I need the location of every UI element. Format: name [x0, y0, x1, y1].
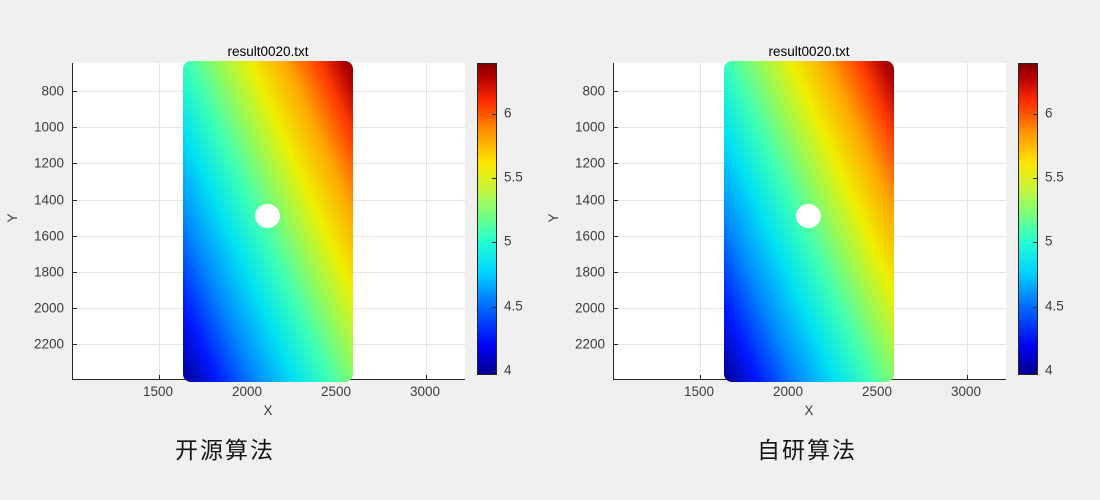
y-tick-label: 1600 — [33, 228, 64, 244]
colorbar-tick — [492, 371, 496, 372]
x-tick-label: 2000 — [231, 384, 263, 399]
figure-caption: 开源算法 — [175, 437, 275, 463]
colorbar-tick-label: 4.5 — [504, 298, 523, 314]
colorbar — [1018, 63, 1038, 375]
y-axis-tick — [73, 200, 77, 201]
y-tick-label: 2000 — [33, 300, 64, 316]
colorbar-tick-label: 5 — [1045, 233, 1053, 249]
gridline-vertical — [700, 63, 701, 379]
y-axis-tick — [614, 272, 618, 273]
x-tick-label: 1500 — [683, 384, 715, 399]
colorbar-tick — [1033, 178, 1037, 179]
x-axis-tick — [426, 375, 427, 379]
y-axis-tick — [73, 163, 77, 164]
plot-title: result0020.txt — [227, 44, 309, 59]
y-tick-label: 1800 — [574, 264, 605, 280]
colorbar-tick-label: 5 — [504, 233, 512, 249]
colorbar-tick-label: 5.5 — [1045, 169, 1064, 185]
x-tick-label: 3000 — [409, 384, 441, 399]
gridline-vertical — [426, 63, 427, 379]
x-tick-label: 3000 — [950, 384, 982, 399]
y-tick-label: 1600 — [574, 228, 605, 244]
colorbar-tick-label: 6 — [504, 105, 512, 121]
y-tick-label: 1200 — [33, 155, 64, 171]
y-tick-label: 1800 — [33, 264, 64, 280]
y-axis-label: Y — [5, 213, 21, 223]
x-tick-label: 1500 — [142, 384, 174, 399]
y-tick-label: 1400 — [33, 192, 64, 208]
y-axis-tick — [614, 236, 618, 237]
x-tick-label: 2500 — [861, 384, 893, 399]
colorbar-tick-label: 5.5 — [504, 169, 523, 185]
y-tick-label: 2200 — [574, 336, 605, 352]
colorbar — [477, 63, 497, 375]
y-tick-label: 2000 — [574, 300, 605, 316]
colorbar-tick — [492, 307, 496, 308]
y-tick-label: 1000 — [574, 119, 605, 135]
figure-open-source: result0020.txt — [5, 44, 523, 463]
y-axis-tick — [73, 91, 77, 92]
figure-self-developed: result0020.txt — [541, 0, 1100, 500]
gridline-vertical — [159, 63, 160, 379]
plot-title: result0020.txt — [768, 44, 850, 59]
colorbar-tick-label: 4.5 — [1045, 298, 1064, 314]
y-tick-label: 1200 — [574, 155, 605, 171]
y-tick-label: 1400 — [574, 192, 605, 208]
x-tick-label: 2500 — [320, 384, 352, 399]
colorbar-tick — [492, 114, 496, 115]
y-axis-tick — [614, 127, 618, 128]
y-axis-tick — [73, 272, 77, 273]
heatmap-surface — [183, 61, 353, 382]
x-axis-tick — [967, 375, 968, 379]
heatmap-surface — [724, 61, 894, 382]
y-axis-tick — [614, 344, 618, 345]
y-axis-tick — [614, 163, 618, 164]
y-tick-label: 2200 — [33, 336, 64, 352]
hole-marker — [255, 204, 280, 228]
colorbar-tick — [1033, 242, 1037, 243]
colorbar-tick — [1033, 371, 1037, 372]
x-axis-label: X — [263, 403, 273, 418]
x-axis-label: X — [804, 403, 814, 418]
y-axis-tick — [73, 308, 77, 309]
hole-marker — [796, 204, 821, 228]
colorbar-tick-label: 6 — [1045, 105, 1053, 121]
colorbar-tick — [492, 242, 496, 243]
y-axis-tick — [73, 127, 77, 128]
colorbar-tick — [1033, 114, 1037, 115]
x-axis-tick — [700, 375, 701, 379]
x-axis-tick — [159, 375, 160, 379]
y-axis-tick — [73, 344, 77, 345]
y-axis-tick — [614, 308, 618, 309]
x-tick-label: 2000 — [772, 384, 804, 399]
colorbar-tick-label: 4 — [1045, 362, 1053, 378]
colorbar-tick — [1033, 307, 1037, 308]
figure-caption: 自研算法 — [757, 437, 857, 463]
y-axis-tick — [614, 200, 618, 201]
y-tick-label: 800 — [582, 83, 605, 99]
y-tick-label: 800 — [41, 83, 64, 99]
y-axis-tick — [614, 91, 618, 92]
colorbar-tick-label: 4 — [504, 362, 512, 378]
gridline-vertical — [967, 63, 968, 379]
y-axis-tick — [73, 236, 77, 237]
y-axis-label: Y — [546, 213, 562, 223]
colorbar-tick — [492, 178, 496, 179]
y-tick-label: 1000 — [33, 119, 64, 135]
